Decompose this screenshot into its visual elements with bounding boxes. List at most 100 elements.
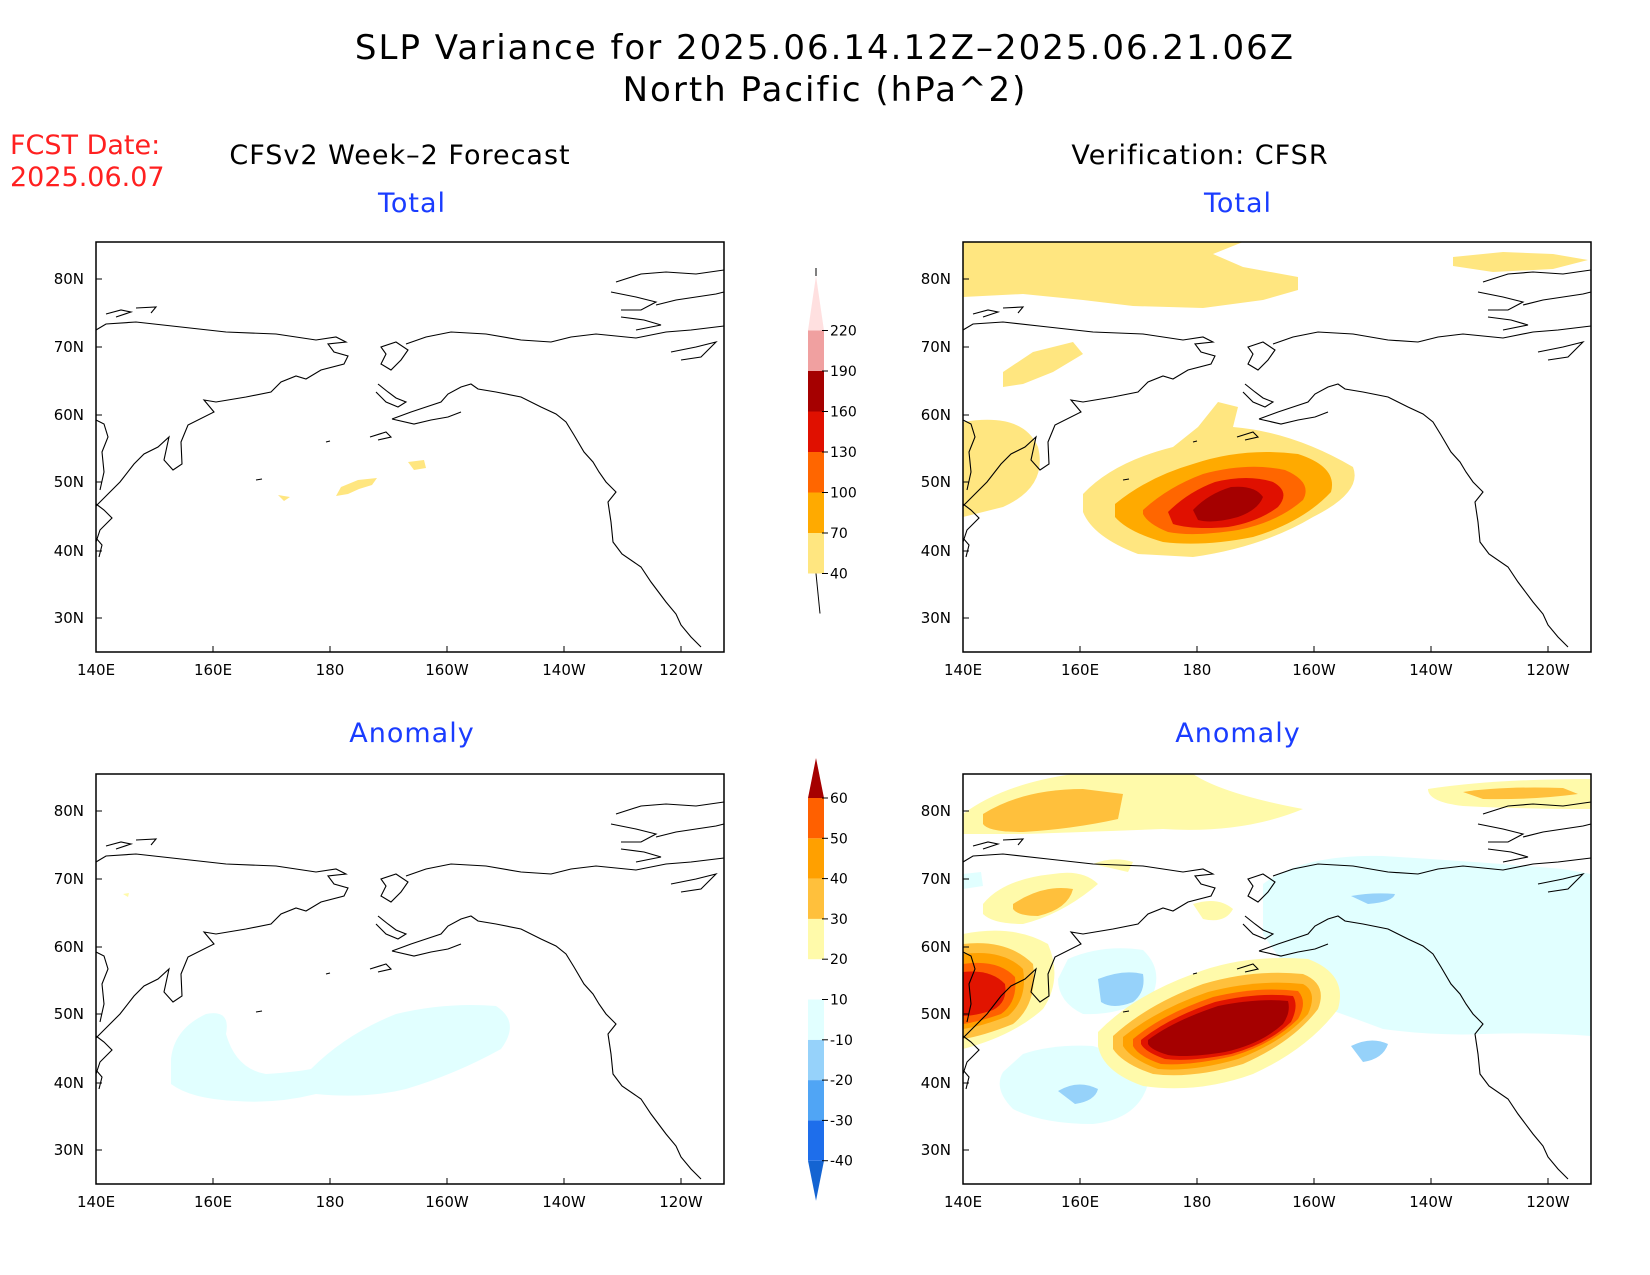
axis-layer: 140E 160E 180 160W 140W 120W 80N 70N 60N 50N 40N 30… — [921, 270, 1570, 679]
coastline-segment — [962, 1035, 980, 1075]
coastline-segment — [369, 963, 393, 973]
coastline-segment — [1002, 838, 1025, 846]
colorbar-arrow-max — [808, 758, 824, 798]
colorbar-arrow-min — [808, 1160, 824, 1201]
coastline-layer — [95, 269, 725, 648]
axis-layer: 140E 160E 180 160W 140W 120W 80N 70N 60N 50N 40N 30… — [54, 270, 703, 679]
coastline-segment — [1482, 801, 1592, 815]
contour-60-plus — [1148, 1000, 1289, 1056]
colorbar-swatch — [808, 452, 824, 493]
coastline-segment — [380, 341, 409, 371]
lat-tick-label: 30N — [921, 1141, 951, 1159]
coastline-segment — [1242, 383, 1275, 408]
lon-tick-label: 140E — [77, 661, 115, 679]
lat-tick-label: 80N — [54, 802, 84, 820]
coastline-segment — [391, 383, 702, 648]
coastline-segment — [655, 291, 725, 306]
coastline-segment — [369, 431, 393, 441]
contour-50-60 — [963, 971, 1006, 1016]
map-frame — [962, 241, 1592, 653]
lon-tick-label: 120W — [659, 1193, 703, 1211]
coastline-segment — [655, 823, 725, 838]
coastline-segment — [1258, 411, 1329, 425]
coastline-layer — [962, 801, 1592, 1180]
lat-tick-label: 50N — [921, 1005, 951, 1023]
lon-tick-label: 120W — [1526, 661, 1570, 679]
lat-tick-label: 40N — [921, 542, 951, 560]
contour-40-70 — [1003, 342, 1083, 387]
coastline-segment — [962, 1069, 970, 1090]
lon-tick-label: 140E — [944, 1193, 982, 1211]
coastline-segment — [962, 951, 976, 1023]
coastline-segment — [95, 1035, 113, 1075]
colorbar-swatch — [808, 918, 824, 960]
coastline-segment — [135, 306, 158, 314]
lat-tick-label: 70N — [921, 870, 951, 888]
coastline-segment — [380, 873, 409, 903]
coastline-segment — [962, 321, 1216, 507]
contour-neg20-neg30 — [1351, 1040, 1388, 1062]
coastline-segment — [1192, 440, 1198, 443]
map-title-line2: North Pacific (hPa^2) — [622, 70, 1028, 110]
lon-tick-label: 160E — [1061, 1193, 1099, 1211]
colorbar-swatch — [808, 1039, 824, 1081]
map-panel-forecast-anomaly: 140E 160E 180 160W 140W 120W 80N 70N 60N 50N 40N 30… — [54, 773, 725, 1211]
colorbar-level-label: 130 — [830, 445, 857, 461]
map-frame — [95, 773, 725, 1185]
contour-fill-layer — [123, 893, 510, 1102]
map-panel-verification-anomaly: 140E 160E 180 160W 140W 120W 80N 70N 60N 50N 40N 30… — [921, 773, 1592, 1211]
colorbar-level-label: -10 — [830, 1033, 853, 1049]
coastline-segment — [962, 419, 976, 491]
coastline-segment — [972, 309, 1001, 318]
lat-tick-label: 40N — [54, 542, 84, 560]
colorbar-level-label: 70 — [830, 526, 848, 542]
colorbar-tip-bottom — [815, 573, 821, 614]
lon-tick-label: 140E — [77, 1193, 115, 1211]
coastline-segment — [670, 340, 718, 361]
lat-tick-label: 70N — [921, 338, 951, 356]
colorbar-level-label: 50 — [830, 831, 848, 847]
coastline-segment — [1487, 848, 1529, 863]
coastline-segment — [1258, 943, 1329, 957]
lat-tick-label: 70N — [54, 870, 84, 888]
panel-title-forecast-total: Total — [377, 188, 447, 219]
lon-tick-label: 160W — [425, 661, 469, 679]
coastline-layer — [962, 269, 1592, 648]
contour-10-20 — [1193, 900, 1233, 921]
coastline-segment — [1477, 823, 1525, 843]
contour-fill-layer — [963, 774, 1591, 1124]
colorbar-level-label: 30 — [830, 912, 848, 928]
coastline-segment — [95, 503, 113, 543]
coastline-segment — [405, 325, 725, 345]
coastline-segment — [610, 291, 658, 311]
coastline-segment — [1247, 341, 1276, 371]
coastline-segment — [405, 857, 725, 877]
lon-tick-label: 180 — [316, 661, 345, 679]
lon-tick-label: 120W — [659, 661, 703, 679]
colorbar-level-label: 10 — [830, 993, 848, 1009]
coastline-segment — [105, 841, 134, 850]
contour-neg10-neg20 — [963, 872, 983, 889]
colorbar-level-label: 160 — [830, 405, 857, 421]
colorbar-level-label: 190 — [830, 364, 857, 380]
panel-title-forecast-anomaly: Anomaly — [349, 718, 475, 749]
colorbar-swatch — [808, 838, 824, 879]
lat-tick-label: 60N — [921, 406, 951, 424]
map-title-line1: SLP Variance for 2025.06.14.12Z–2025.06.… — [354, 28, 1296, 68]
lon-tick-label: 160W — [1292, 661, 1336, 679]
coastline-segment — [1002, 306, 1025, 314]
coastline-segment — [620, 316, 662, 331]
colorbar-level-label: 60 — [830, 791, 848, 807]
map-panel-forecast-total: 140E 160E 180 160W 140W 120W 80N 70N 60N 50N 40N 30… — [54, 241, 725, 679]
lon-tick-label: 160E — [194, 661, 232, 679]
coastline-segment — [1537, 872, 1585, 893]
colorbar-anomaly: -40 -30 -20 -10 10 20 30 40 50 60 — [808, 758, 853, 1201]
contour-20-30 — [1463, 787, 1578, 800]
lon-tick-label: 180 — [1183, 661, 1212, 679]
coastline-segment — [391, 943, 462, 957]
colorbar-level-label: 20 — [830, 952, 848, 968]
lon-tick-label: 160E — [1061, 661, 1099, 679]
coastline-segment — [391, 915, 702, 1180]
lon-tick-label: 160W — [425, 1193, 469, 1211]
contour-40-70 — [336, 478, 377, 496]
